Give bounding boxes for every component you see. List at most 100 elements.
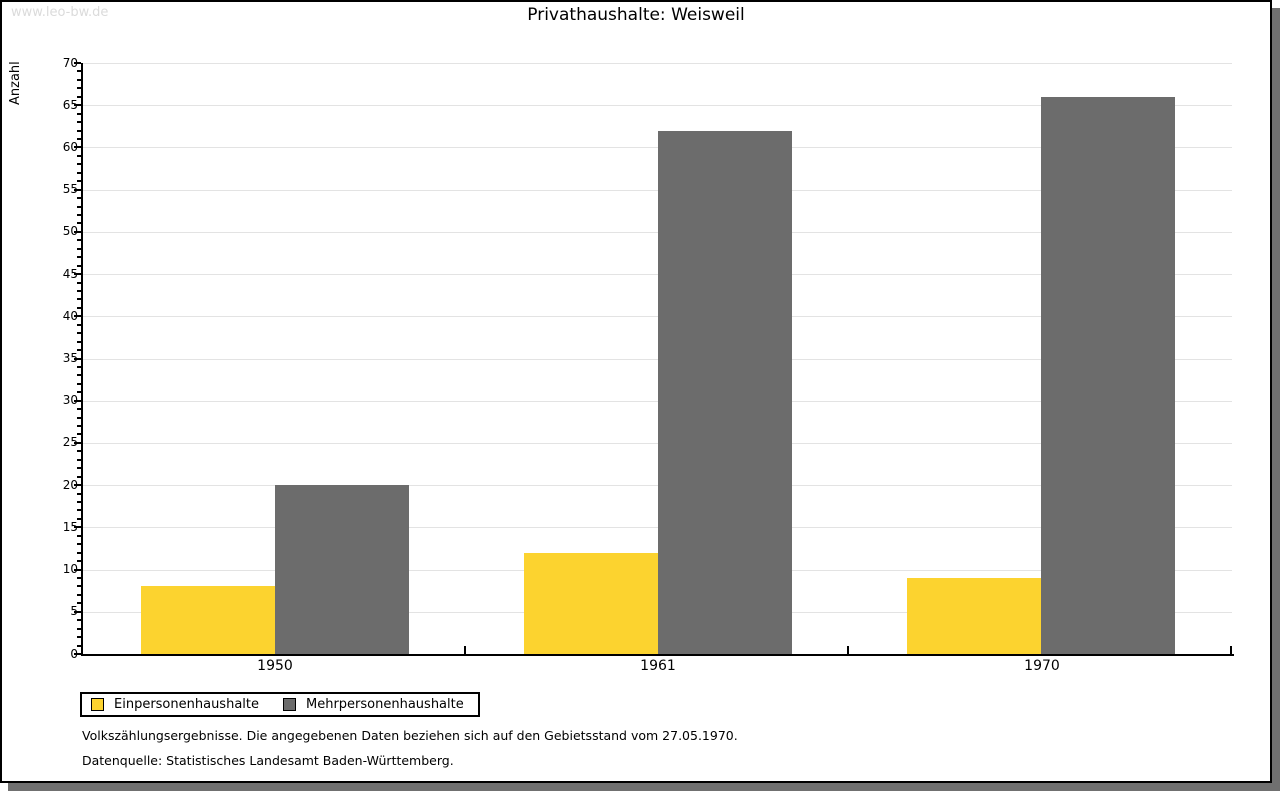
y-minor-tick-56 [77,180,81,183]
y-minor-tick-48 [77,247,81,250]
y-minor-tick-67 [77,87,81,90]
x-tick-label-1950: 1950 [257,658,293,674]
y-minor-tick-51 [77,222,81,225]
y-minor-tick-13 [77,543,81,546]
y-tick-label-45: 45 [62,266,78,281]
y-axis-line [81,63,83,656]
y-minor-tick-52 [77,213,81,216]
y-minor-tick-9 [77,577,81,579]
footnote-gebietsstand: Volkszählungsergebnisse. Die angegebenen… [82,728,738,743]
y-minor-tick-11 [77,560,81,563]
x-boundary-tick-2 [847,646,849,654]
y-minor-tick-24 [77,450,81,453]
y-tick-label-10: 10 [62,562,78,577]
y-minor-tick-29 [77,408,81,411]
y-tick-label-70: 70 [62,55,78,70]
bar-1950-einpersonenhaushalte [140,586,275,654]
y-major-tick-65 [74,104,81,107]
y-minor-tick-44 [77,281,81,284]
y-minor-tick-54 [77,197,81,200]
y-major-tick-40 [74,315,81,318]
legend-item-mehrpersonenhaushalte: Mehrpersonenhaushalte [283,697,464,712]
y-minor-tick-63 [77,121,81,124]
y-minor-tick-7 [77,593,81,596]
y-minor-tick-4 [77,619,81,622]
y-tick-label-65: 65 [62,97,78,112]
y-tick-label-30: 30 [62,393,78,408]
y-minor-tick-21 [77,475,81,478]
y-minor-tick-46 [77,264,81,267]
y-minor-tick-47 [77,256,81,259]
y-tick-label-0: 0 [70,646,78,661]
y-minor-tick-14 [77,534,81,537]
y-minor-tick-8 [77,585,81,588]
y-minor-tick-53 [77,205,81,208]
y-axis-title: Anzahl [8,61,23,105]
y-tick-label-20: 20 [62,477,78,492]
y-tick-label-60: 60 [62,139,78,154]
y-minor-tick-3 [77,627,81,630]
y-minor-tick-34 [77,365,81,368]
y-minor-tick-38 [77,332,81,335]
legend-label-einpersonenhaushalte: Einpersonenhaushalte [114,697,259,712]
y-minor-tick-18 [77,501,81,504]
y-major-tick-55 [74,188,81,191]
y-minor-tick-64 [77,112,81,115]
x-boundary-tick-1 [464,646,466,654]
y-tick-label-15: 15 [62,519,78,534]
y-minor-tick-37 [77,340,81,343]
y-minor-tick-68 [77,78,81,81]
legend: Einpersonenhaushalte Mehrpersonenhaushal… [80,692,480,717]
y-tick-label-25: 25 [62,435,78,450]
y-minor-tick-58 [77,163,81,166]
y-major-tick-35 [74,357,81,360]
y-major-tick-0 [74,653,81,655]
y-major-tick-70 [74,62,81,64]
y-minor-tick-33 [77,374,81,377]
gridline-70 [83,63,1232,64]
bar-1961-einpersonenhaushalte [523,552,658,654]
bar-1970-mehrpersonenhaushalte [1040,96,1175,654]
y-minor-tick-42 [77,298,81,301]
x-tick-label-1961: 1961 [640,658,676,674]
y-minor-tick-61 [77,137,81,140]
y-major-tick-30 [74,399,81,402]
y-minor-tick-32 [77,382,81,385]
y-minor-tick-31 [77,391,81,394]
bar-1970-einpersonenhaushalte [906,578,1041,654]
y-minor-tick-22 [77,467,81,470]
y-major-tick-5 [74,610,81,613]
y-minor-tick-39 [77,323,81,326]
y-minor-tick-27 [77,425,81,428]
bar-1961-mehrpersonenhaushalte [657,130,792,654]
legend-swatch-yellow [91,698,104,711]
y-minor-tick-69 [77,70,81,73]
y-minor-tick-19 [77,492,81,495]
y-minor-tick-49 [77,239,81,242]
y-minor-tick-16 [77,517,81,520]
y-minor-tick-6 [77,602,81,605]
x-axis-line [81,654,1234,656]
y-minor-tick-66 [77,95,81,98]
y-major-tick-60 [74,146,81,149]
y-tick-label-50: 50 [62,224,78,239]
legend-label-mehrpersonenhaushalte: Mehrpersonenhaushalte [306,697,464,712]
y-minor-tick-41 [77,306,81,309]
x-boundary-tick-3 [1230,646,1232,654]
y-minor-tick-1 [77,644,81,647]
bar-1950-mehrpersonenhaushalte [274,485,409,654]
y-minor-tick-23 [77,458,81,461]
y-major-tick-45 [74,273,81,276]
y-major-tick-15 [74,526,81,529]
y-minor-tick-28 [77,416,81,419]
x-tick-label-1970: 1970 [1024,658,1060,674]
y-minor-tick-59 [77,154,81,157]
footnote-datenquelle: Datenquelle: Statistisches Landesamt Bad… [82,753,454,768]
plot-area [83,63,1232,654]
y-major-tick-10 [74,568,81,571]
y-minor-tick-12 [77,551,81,554]
watermark: www.leo-bw.de [11,5,109,20]
y-minor-tick-2 [77,636,81,639]
y-tick-label-35: 35 [62,351,78,365]
